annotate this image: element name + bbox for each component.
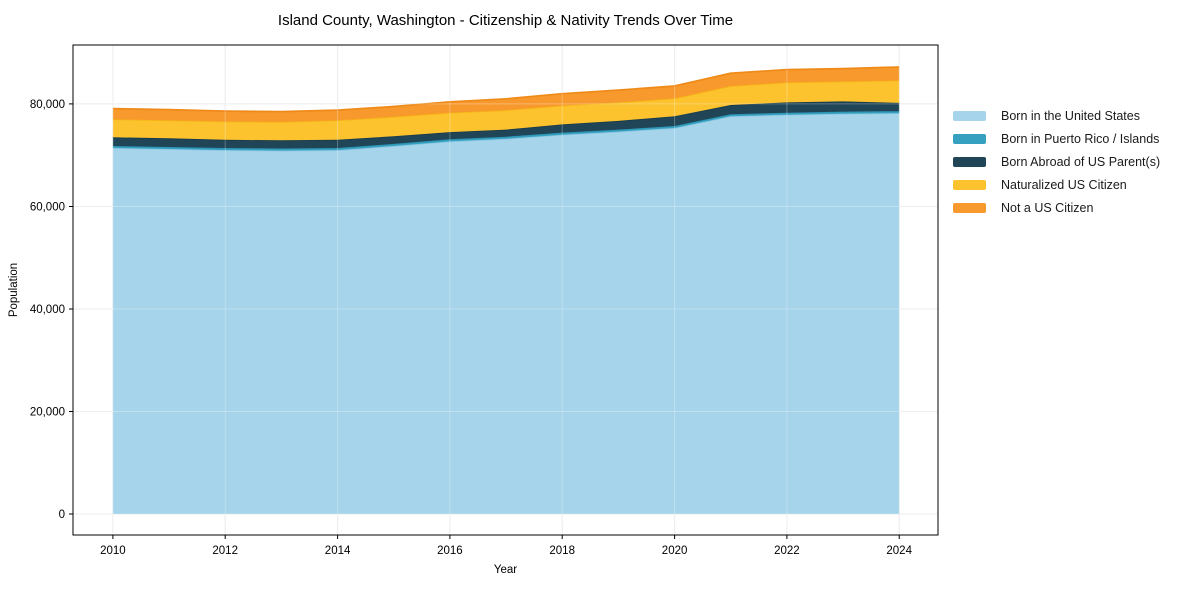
x-tick-label: 2010 bbox=[100, 545, 126, 557]
area-born-abroad-of-us-parent-s bbox=[112, 101, 900, 149]
x-tick-label: 2014 bbox=[325, 545, 351, 557]
edge-not-a-us-citizen bbox=[112, 66, 900, 113]
area-not-a-us-citizen bbox=[112, 67, 900, 122]
x-tick-label: 2016 bbox=[437, 545, 463, 557]
legend-label: Born in Puerto Rico / Islands bbox=[1001, 131, 1160, 146]
legend-label: Born in the United States bbox=[1001, 108, 1140, 123]
y-tick-label: 0 bbox=[59, 509, 65, 521]
y-tick-label: 60,000 bbox=[30, 202, 65, 214]
y-tick-label: 40,000 bbox=[30, 304, 65, 316]
legend-item-not-a-us-citizen: Not a US Citizen bbox=[953, 196, 1160, 219]
legend-item-naturalized-us-citizen: Naturalized US Citizen bbox=[953, 173, 1160, 196]
legend-item-born-abroad-of-us-parent-s: Born Abroad of US Parent(s) bbox=[953, 150, 1160, 173]
x-tick-label: 2022 bbox=[774, 545, 800, 557]
area-born-in-puerto-rico-islands bbox=[112, 111, 900, 151]
legend-swatch-icon bbox=[953, 133, 986, 144]
legend: Born in the United States Born in Puerto … bbox=[953, 104, 1160, 219]
x-axis-label: Year bbox=[493, 564, 518, 576]
legend-swatch-icon bbox=[953, 156, 986, 167]
legend-label: Born Abroad of US Parent(s) bbox=[1001, 154, 1161, 169]
y-tick-label: 20,000 bbox=[30, 407, 65, 419]
gridlines-overlay bbox=[73, 45, 938, 535]
legend-item-born-in-the-united-states: Born in the United States bbox=[953, 104, 1160, 127]
legend-label: Naturalized US Citizen bbox=[1001, 177, 1127, 192]
y-axis-label: Population bbox=[8, 262, 20, 318]
x-tick-label: 2020 bbox=[662, 545, 688, 557]
legend-swatch-icon bbox=[953, 110, 986, 121]
x-tick-label: 2024 bbox=[886, 545, 912, 557]
plot-border bbox=[72, 44, 939, 536]
chart-title: Island County, Washington - Citizenship … bbox=[277, 12, 734, 29]
x-tick-label: 2018 bbox=[549, 545, 575, 557]
legend-swatch-icon bbox=[953, 179, 986, 190]
legend-item-born-in-puerto-rico-islands: Born in Puerto Rico / Islands bbox=[953, 127, 1160, 150]
x-tick-label: 2012 bbox=[212, 545, 238, 557]
area-born-in-the-united-states bbox=[112, 113, 900, 514]
legend-label: Not a US Citizen bbox=[1001, 200, 1094, 215]
axis-ticks: 2010 2012 2014 2016 2018 2020 2022 2024 0 20,000 4… bbox=[30, 99, 913, 557]
y-tick-label: 80,000 bbox=[30, 99, 65, 111]
legend-swatch-icon bbox=[953, 202, 986, 213]
